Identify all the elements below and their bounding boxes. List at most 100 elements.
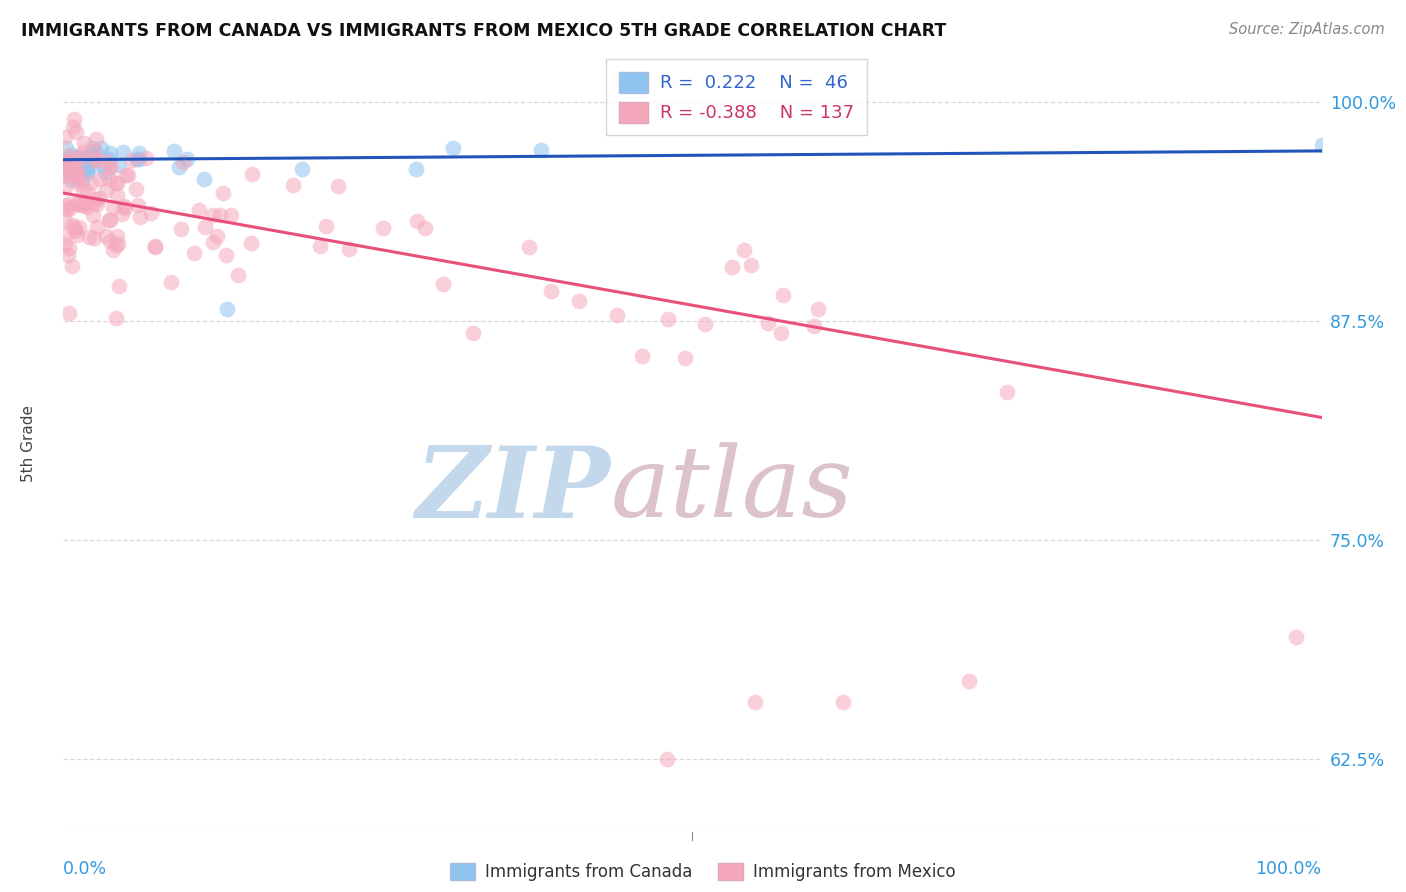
Point	[103, 200, 125, 214]
Point	[84, 153, 107, 167]
Point	[441, 140, 464, 154]
Point	[283, 178, 305, 192]
Point	[53, 153, 76, 168]
Point	[172, 154, 194, 169]
Point	[673, 351, 696, 366]
Point	[98, 161, 121, 175]
Point	[53, 237, 76, 252]
Point	[211, 186, 233, 200]
Point	[83, 195, 105, 210]
Point	[110, 206, 132, 220]
Point	[105, 310, 128, 325]
Point	[70, 198, 93, 212]
Point	[112, 145, 135, 159]
Point	[405, 161, 427, 176]
Point	[128, 210, 150, 224]
Point	[73, 136, 96, 150]
Point	[160, 276, 183, 290]
Text: ZIP: ZIP	[416, 442, 610, 538]
Point	[67, 169, 90, 184]
Point	[56, 159, 79, 173]
Point	[125, 153, 148, 167]
Text: IMMIGRANTS FROM CANADA VS IMMIGRANTS FROM MEXICO 5TH GRADE CORRELATION CHART: IMMIGRANTS FROM CANADA VS IMMIGRANTS FRO…	[21, 22, 946, 40]
Point	[65, 152, 87, 166]
Point	[143, 240, 166, 254]
Point	[540, 284, 562, 298]
Point	[67, 160, 90, 174]
Point	[744, 694, 766, 708]
Point	[94, 166, 117, 180]
Point	[98, 152, 121, 166]
Point	[693, 317, 716, 331]
Point	[83, 153, 105, 167]
Point	[89, 172, 111, 186]
Point	[53, 227, 76, 242]
Point	[66, 227, 89, 242]
Point	[83, 144, 105, 158]
Text: 0.0%: 0.0%	[63, 860, 107, 878]
Point	[84, 192, 107, 206]
Text: 5th Grade: 5th Grade	[21, 405, 35, 483]
Point	[957, 673, 980, 688]
Point	[53, 153, 76, 167]
Point	[105, 237, 128, 252]
Point	[215, 301, 238, 316]
Point	[117, 169, 139, 183]
Point	[517, 240, 540, 254]
Point	[657, 312, 679, 326]
Point	[291, 161, 314, 176]
Point	[94, 154, 117, 169]
Point	[202, 235, 225, 249]
Text: Source: ZipAtlas.com: Source: ZipAtlas.com	[1229, 22, 1385, 37]
Point	[56, 167, 79, 181]
Point	[807, 302, 830, 317]
Point	[76, 164, 98, 178]
Point	[432, 277, 454, 292]
Point	[568, 294, 591, 309]
Point	[187, 202, 209, 217]
Point	[65, 220, 87, 235]
Point	[167, 161, 190, 175]
Point	[832, 694, 855, 708]
Point	[1310, 137, 1333, 152]
Point	[240, 167, 263, 181]
Point	[59, 202, 82, 216]
Point	[105, 229, 128, 244]
Point	[53, 153, 76, 168]
Point	[60, 163, 83, 178]
Point	[55, 198, 77, 212]
Point	[60, 161, 83, 176]
Point	[53, 213, 76, 227]
Point	[65, 125, 87, 139]
Point	[112, 199, 135, 213]
Point	[105, 176, 128, 190]
Point	[53, 180, 76, 194]
Point	[183, 246, 205, 260]
Point	[606, 308, 628, 322]
Point	[82, 152, 104, 166]
Point	[56, 159, 79, 173]
Point	[62, 161, 84, 176]
Point	[75, 197, 97, 211]
Legend: Immigrants from Canada, Immigrants from Mexico: Immigrants from Canada, Immigrants from …	[444, 856, 962, 888]
Point	[101, 243, 124, 257]
Point	[72, 185, 94, 199]
Point	[114, 201, 136, 215]
Point	[772, 287, 794, 301]
Point	[63, 224, 86, 238]
Point	[67, 173, 90, 187]
Point	[207, 228, 229, 243]
Point	[143, 239, 166, 253]
Point	[82, 150, 104, 164]
Point	[461, 326, 484, 341]
Point	[97, 213, 120, 227]
Text: 100.0%: 100.0%	[1256, 860, 1322, 878]
Point	[84, 132, 107, 146]
Point	[1285, 630, 1308, 644]
Point	[56, 148, 79, 162]
Point	[58, 241, 80, 255]
Point	[72, 197, 94, 211]
Point	[66, 150, 89, 164]
Point	[90, 141, 112, 155]
Point	[77, 149, 100, 163]
